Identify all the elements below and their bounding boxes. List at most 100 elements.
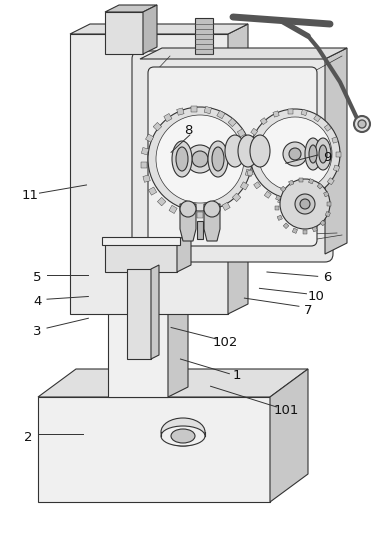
Bar xyxy=(237,129,246,137)
Bar xyxy=(325,212,331,217)
Ellipse shape xyxy=(309,145,317,163)
Bar xyxy=(324,124,331,131)
Bar xyxy=(320,220,326,226)
Bar xyxy=(293,200,297,205)
Bar xyxy=(276,195,281,201)
Text: 10: 10 xyxy=(308,290,324,303)
Polygon shape xyxy=(108,192,188,202)
Text: 5: 5 xyxy=(33,271,42,284)
Bar xyxy=(308,178,314,184)
Bar xyxy=(288,108,293,114)
Bar xyxy=(228,118,237,127)
Polygon shape xyxy=(270,369,308,502)
Ellipse shape xyxy=(238,135,258,167)
Text: 8: 8 xyxy=(184,124,192,137)
Polygon shape xyxy=(177,233,191,272)
Polygon shape xyxy=(325,48,347,254)
Bar xyxy=(127,269,151,359)
Bar xyxy=(182,211,190,218)
Bar xyxy=(247,156,253,162)
Text: 6: 6 xyxy=(323,271,331,284)
Polygon shape xyxy=(105,240,177,272)
Polygon shape xyxy=(38,369,308,397)
Bar xyxy=(158,197,166,206)
Bar xyxy=(149,187,157,195)
Circle shape xyxy=(192,151,208,167)
Bar xyxy=(217,110,225,119)
Ellipse shape xyxy=(172,141,192,177)
Bar xyxy=(146,134,154,142)
Bar xyxy=(195,18,213,54)
Bar xyxy=(169,205,177,213)
Bar xyxy=(197,212,203,218)
Circle shape xyxy=(156,115,244,203)
Circle shape xyxy=(358,120,366,128)
Text: 1: 1 xyxy=(233,369,241,382)
FancyBboxPatch shape xyxy=(132,51,333,262)
Ellipse shape xyxy=(212,147,224,171)
Bar xyxy=(210,209,217,216)
Text: 11: 11 xyxy=(21,189,39,202)
Bar xyxy=(289,180,294,186)
Bar xyxy=(240,182,249,190)
Bar xyxy=(245,141,252,148)
Bar xyxy=(191,106,197,112)
Bar xyxy=(312,227,317,232)
Bar xyxy=(254,182,261,189)
Circle shape xyxy=(258,117,332,191)
Circle shape xyxy=(250,109,340,199)
Polygon shape xyxy=(38,397,270,502)
Bar xyxy=(335,151,341,157)
Text: 3: 3 xyxy=(33,325,42,338)
Circle shape xyxy=(283,142,307,166)
Bar xyxy=(143,175,150,182)
Bar xyxy=(264,191,271,198)
Polygon shape xyxy=(228,24,248,314)
FancyBboxPatch shape xyxy=(148,67,317,246)
Circle shape xyxy=(148,107,252,211)
Bar xyxy=(327,178,334,185)
Bar xyxy=(299,178,303,182)
Bar xyxy=(306,196,312,202)
Text: 4: 4 xyxy=(33,295,42,308)
Ellipse shape xyxy=(161,426,205,446)
Polygon shape xyxy=(204,204,220,241)
Bar xyxy=(318,188,325,195)
Bar xyxy=(177,108,184,115)
Bar xyxy=(102,237,180,245)
Circle shape xyxy=(186,145,214,173)
Circle shape xyxy=(204,201,220,217)
Bar xyxy=(292,228,297,233)
Bar xyxy=(277,197,284,203)
Bar xyxy=(245,169,253,176)
Circle shape xyxy=(354,116,370,132)
Bar xyxy=(141,162,147,168)
Text: 9: 9 xyxy=(323,151,331,164)
Bar xyxy=(324,191,329,197)
Polygon shape xyxy=(140,48,347,59)
Bar xyxy=(301,109,307,116)
Text: 7: 7 xyxy=(304,304,312,317)
Bar xyxy=(314,115,321,122)
Bar xyxy=(275,206,279,210)
Polygon shape xyxy=(105,12,143,54)
Circle shape xyxy=(289,148,301,160)
Polygon shape xyxy=(151,265,159,359)
Polygon shape xyxy=(168,192,188,397)
Bar xyxy=(244,141,251,149)
Ellipse shape xyxy=(250,135,270,167)
Bar xyxy=(153,122,162,131)
Bar xyxy=(244,157,250,162)
Circle shape xyxy=(180,201,196,217)
Ellipse shape xyxy=(171,429,195,443)
Text: 2: 2 xyxy=(24,431,32,444)
Bar xyxy=(260,118,267,125)
Circle shape xyxy=(295,194,315,214)
Polygon shape xyxy=(70,34,228,314)
Bar xyxy=(251,128,258,135)
Circle shape xyxy=(300,199,310,209)
Ellipse shape xyxy=(161,418,205,446)
Ellipse shape xyxy=(315,138,331,170)
Bar xyxy=(232,193,241,202)
Text: 101: 101 xyxy=(273,404,299,417)
